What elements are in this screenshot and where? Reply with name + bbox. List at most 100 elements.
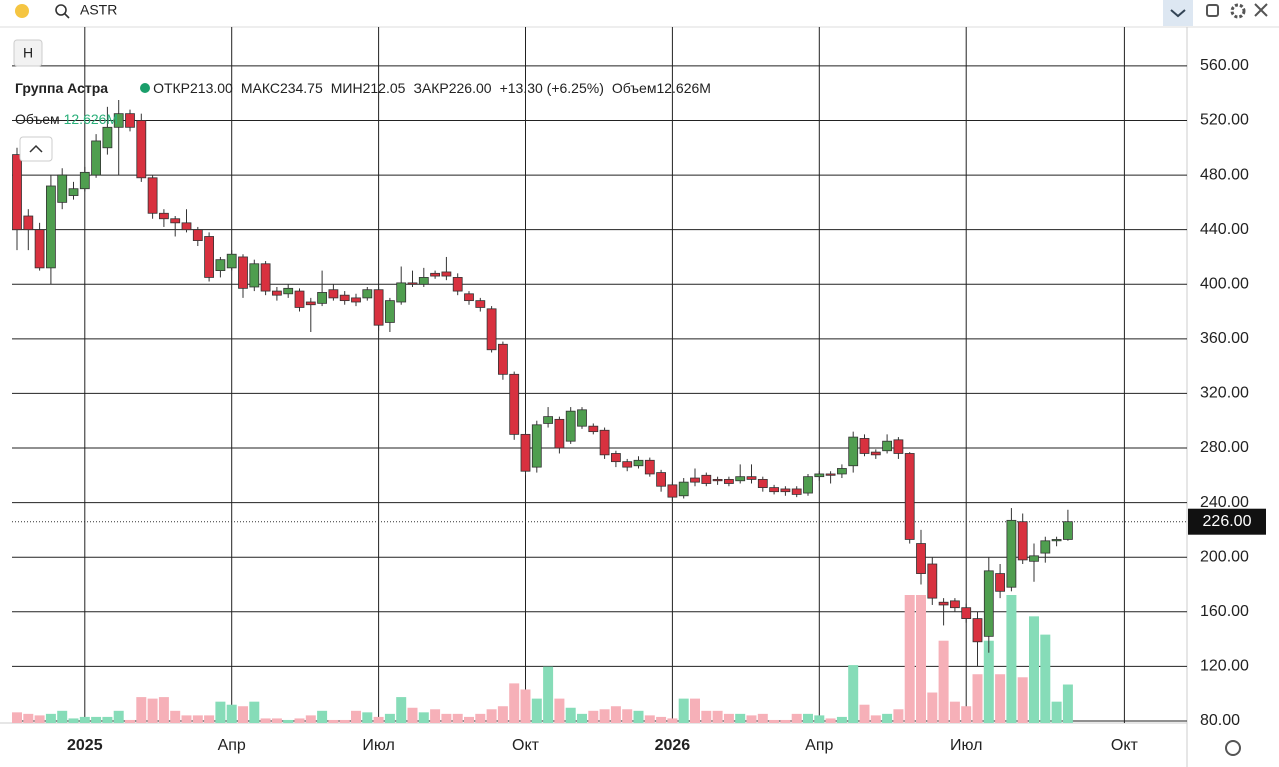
h-button[interactable] <box>13 39 43 67</box>
volume-bar <box>283 719 294 723</box>
volume-bar <box>656 716 667 723</box>
candle-body <box>91 140 101 176</box>
volume-bar <box>317 710 328 723</box>
candle-body <box>328 289 339 299</box>
volume-bar <box>57 710 68 723</box>
search-icon[interactable] <box>55 4 67 16</box>
volume-bar <box>757 713 768 723</box>
legend-text: Группа Астра <box>15 80 108 96</box>
volume-bar <box>226 704 237 723</box>
volume-bar <box>791 713 802 723</box>
y-tick-label: 400.00 <box>1200 275 1249 292</box>
axis-settings[interactable] <box>1225 740 1241 756</box>
candle-body <box>825 473 836 476</box>
legend-text: ЗАКР <box>413 80 448 96</box>
candle-body <box>407 282 418 285</box>
candle-body <box>769 487 779 493</box>
last-price-tag <box>1188 508 1266 535</box>
candle-body <box>644 459 655 475</box>
candle-body <box>588 425 599 433</box>
candle-body <box>249 263 260 288</box>
candle-body <box>147 177 158 214</box>
volume-bar <box>1062 684 1073 723</box>
candle-body <box>1051 539 1062 542</box>
close-button[interactable] <box>1254 3 1268 17</box>
h-button-label: H <box>23 45 33 61</box>
volume-bar <box>836 716 847 723</box>
candle-body <box>870 451 881 456</box>
candle-body <box>57 174 68 203</box>
candle-body <box>204 236 215 278</box>
volume-bar <box>1040 634 1051 723</box>
volume-bar <box>995 674 1006 723</box>
candle-body <box>837 468 847 475</box>
candle-body <box>192 229 203 241</box>
candle-body <box>464 293 474 302</box>
candle-body <box>554 418 565 449</box>
legend-text: 234.75 <box>280 80 323 96</box>
candle-body <box>746 476 757 480</box>
candle-body <box>859 438 870 454</box>
volume-bar <box>599 709 610 723</box>
y-tick-label: 440.00 <box>1200 221 1249 238</box>
dropdown-icon <box>1170 9 1186 18</box>
volume-bar <box>1006 595 1017 723</box>
x-tick-label: 2025 <box>67 737 103 754</box>
volume-bar <box>983 640 994 723</box>
legend-text: МАКС <box>241 80 280 96</box>
volume-bar <box>972 674 983 723</box>
x-tick-label: 2026 <box>655 737 691 754</box>
symbol[interactable]: ASTR <box>80 2 117 18</box>
volume-bar <box>961 706 972 723</box>
candle-body <box>452 277 463 292</box>
candle-body <box>995 573 1005 592</box>
candle-body <box>46 185 56 269</box>
legend-text: Объем <box>612 80 657 96</box>
dropdown-button[interactable] <box>1163 0 1193 26</box>
volume-bar <box>531 698 542 723</box>
candle-body <box>916 543 926 574</box>
candle-body <box>701 474 712 484</box>
x-tick-label: Окт <box>1111 737 1139 754</box>
window-button[interactable] <box>1206 4 1219 17</box>
candle-body <box>102 126 113 149</box>
collapse-button[interactable] <box>19 136 53 162</box>
volume-bar <box>814 715 825 723</box>
candle-body <box>1006 519 1017 588</box>
candle-body <box>158 212 169 220</box>
candle-body <box>271 290 282 296</box>
candle-body <box>656 472 666 487</box>
volume-bar <box>690 698 700 723</box>
candle-body <box>475 300 486 308</box>
candle-body <box>486 308 497 351</box>
candle-body <box>667 484 678 498</box>
volume-bar <box>735 713 746 723</box>
volume-bar <box>396 697 407 723</box>
candle-body <box>181 222 192 231</box>
volume-bar <box>68 718 79 723</box>
volume-bar <box>1051 701 1062 723</box>
y-tick-label: 360.00 <box>1200 330 1249 347</box>
volume-bar <box>34 715 45 723</box>
candle-body <box>611 453 621 463</box>
volume-bar <box>565 707 576 723</box>
y-tick-label: 320.00 <box>1200 385 1249 402</box>
candle-body <box>136 120 147 179</box>
candle-body <box>520 433 531 472</box>
settings-button[interactable] <box>1230 3 1246 19</box>
volume-bar <box>430 709 441 723</box>
candle-body <box>1017 521 1028 561</box>
volume-bar <box>113 710 124 723</box>
candle-body <box>113 113 124 128</box>
candle-body <box>893 439 904 454</box>
volume-bar <box>181 715 192 723</box>
y-tick-label: 520.00 <box>1200 112 1249 129</box>
candle-body <box>814 473 825 478</box>
candle-body <box>215 259 226 271</box>
volume-bar <box>893 709 904 723</box>
last-price-label: 226.00 <box>1203 513 1252 530</box>
volume-bar <box>622 709 633 723</box>
volume-bar <box>23 713 34 723</box>
candle-body <box>497 343 508 375</box>
volume-bar <box>170 710 181 723</box>
